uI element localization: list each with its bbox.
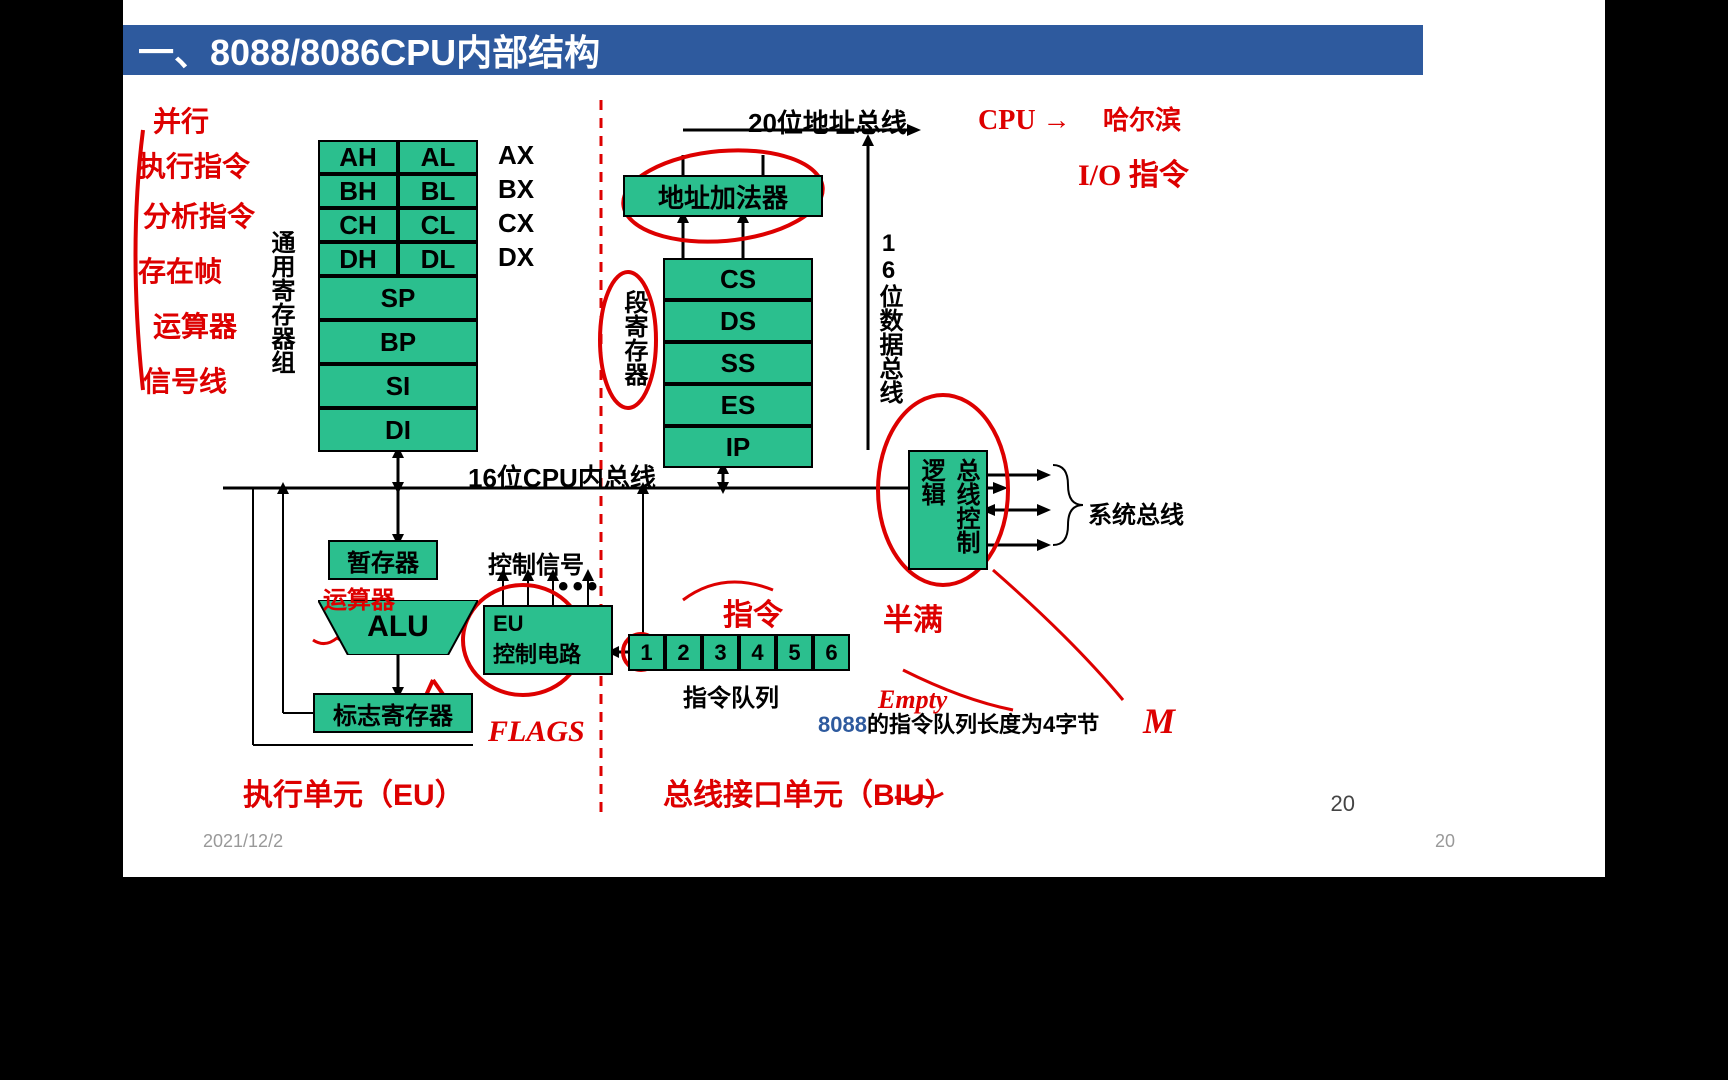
reg-dl: DL [398, 242, 478, 276]
reg-ax: AX [498, 140, 534, 171]
q5: 5 [776, 634, 813, 671]
reg-bx: BX [498, 174, 534, 205]
reg-al: AL [398, 140, 478, 174]
hand-m: M [1143, 700, 1175, 742]
reg-ah: AH [318, 140, 398, 174]
reg-sp: SP [318, 276, 478, 320]
queue-label: 指令队列 [683, 678, 779, 713]
reg-di: DI [318, 408, 478, 452]
hand-q: 指令 [723, 590, 783, 634]
hand-half: 半满 [883, 595, 943, 639]
reg-ip: IP [663, 426, 813, 468]
eu-ctrl-l2: 控制电路 [493, 637, 581, 669]
footer-date: 2021/12/2 [203, 831, 283, 852]
q6: 6 [813, 634, 850, 671]
addr-adder: 地址加法器 [623, 175, 823, 217]
ctrl-dots: ••• [558, 570, 602, 604]
reg-bl: BL [398, 174, 478, 208]
hand-io1: 哈尔滨 [1103, 100, 1181, 137]
reg-cx: CX [498, 208, 534, 239]
q3: 3 [702, 634, 739, 671]
q2: 2 [665, 634, 702, 671]
addr-bus-label: 20位地址总线 [748, 103, 907, 140]
hand-2: 执行指令 [138, 145, 250, 185]
hand-5: 运算器 [153, 305, 237, 345]
hand-6: 信号线 [143, 360, 227, 400]
eu-ctrl: EU 控制电路 [483, 605, 613, 675]
alu-label: ALU [318, 610, 478, 644]
flags-reg: 标志寄存器 [313, 693, 473, 733]
eu-caption: 执行单元（EU） [243, 770, 465, 814]
reg-bh: BH [318, 174, 398, 208]
hand-tri: 运算器 [323, 580, 395, 615]
hand-3: 分析指令 [143, 195, 255, 235]
reg-ds: DS [663, 300, 813, 342]
hand-flags: FLAGS [488, 715, 585, 749]
note-8088: 8088的指令队列长度为4字节 [818, 707, 1099, 739]
q4: 4 [739, 634, 776, 671]
reg-dh: DH [318, 242, 398, 276]
hand-io2: I/O 指令 [1078, 150, 1189, 194]
reg-cs: CS [663, 258, 813, 300]
data-bus-label: 16位数据总线 [871, 230, 906, 404]
reg-es: ES [663, 384, 813, 426]
biu-caption: 总线接口单元（BIU） [663, 770, 955, 814]
sys-bus-label: 系统总线 [1088, 495, 1184, 530]
internal-bus-label: 16位CPU内总线 [468, 458, 656, 495]
slide-number-large: 20 [1331, 791, 1355, 817]
temp-reg: 暂存器 [328, 540, 438, 580]
reg-dx: DX [498, 242, 534, 273]
title-bar: 一、8088/8086CPU内部结构 [123, 25, 1423, 75]
reg-si: SI [318, 364, 478, 408]
hand-1: 并行 [153, 100, 209, 140]
eu-ctrl-l1: EU [493, 611, 524, 637]
q1: 1 [628, 634, 665, 671]
reg-cl: CL [398, 208, 478, 242]
hand-cpu: CPU → [978, 105, 1071, 137]
reg-ch: CH [318, 208, 398, 242]
hand-4: 存在帧 [138, 250, 222, 290]
slide-number: 20 [1435, 831, 1455, 852]
seg-label: 段寄存器 [616, 290, 651, 386]
slide: 一、8088/8086CPU内部结构 [123, 0, 1605, 877]
title-text: 一、8088/8086CPU内部结构 [138, 24, 600, 76]
reg-ss: SS [663, 342, 813, 384]
bus-ctrl: 总线控制逻辑 [908, 450, 988, 570]
reg-bp: BP [318, 320, 478, 364]
gp-label: 通用寄存器组 [263, 230, 298, 374]
hand-empty: Empty [878, 685, 947, 715]
